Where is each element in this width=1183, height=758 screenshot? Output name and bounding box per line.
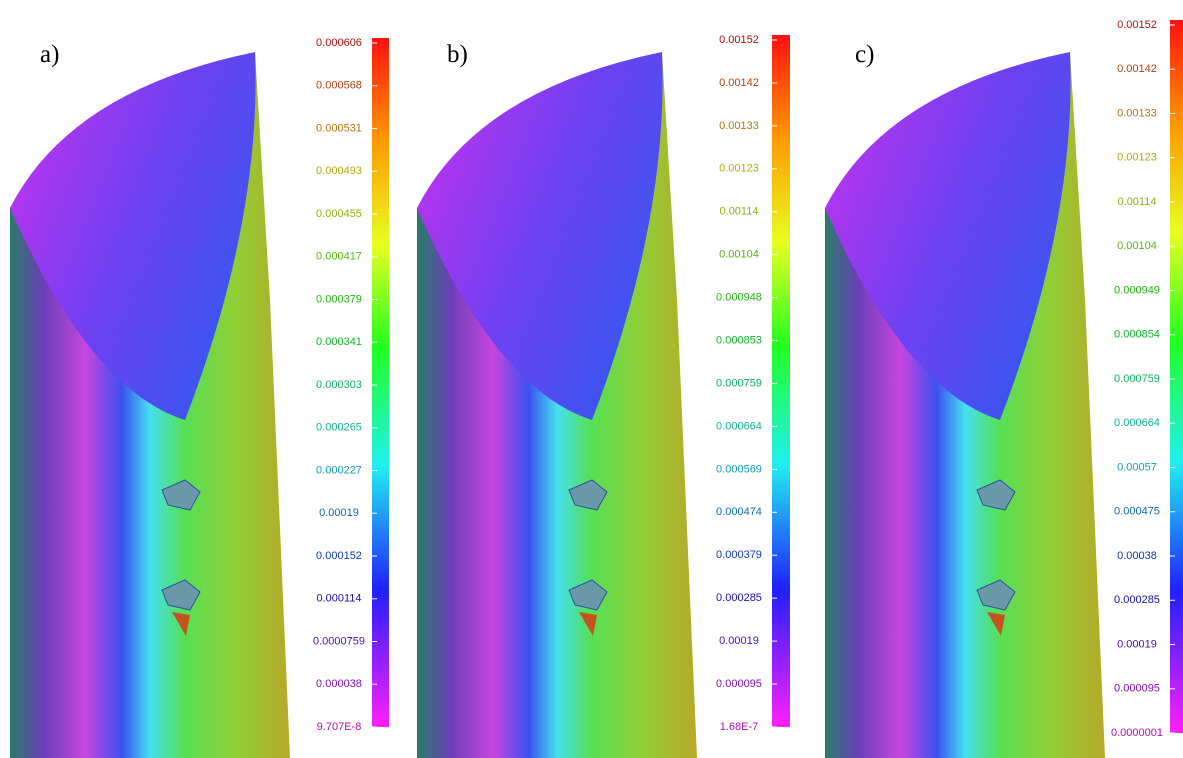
scale-label: 9.707E-8 (317, 721, 362, 733)
panel-label: c) (855, 41, 874, 68)
color-bar (1170, 20, 1183, 733)
panel: c) (825, 41, 1105, 758)
scale-label: 0.000493 (316, 165, 362, 177)
scale-label: 0.00057 (1117, 461, 1157, 473)
scale-label: 0.000948 (716, 292, 762, 304)
scale-label: 0.00123 (1117, 152, 1157, 164)
scale-label: 0.000285 (1114, 594, 1160, 606)
scale-label: 0.00019 (719, 635, 759, 647)
scale-label: 0.000568 (316, 80, 362, 92)
panel-label: a) (40, 41, 59, 68)
scale-label: 0.000531 (316, 122, 362, 134)
scale-label: 0.000759 (716, 377, 762, 389)
scale-label: 0.00114 (1118, 196, 1157, 208)
scale-label: 0.000341 (316, 336, 362, 348)
scale-label: 0.000664 (716, 420, 762, 432)
scale-label: 0.000664 (1114, 417, 1160, 429)
scale-label: 0.00019 (1117, 638, 1157, 650)
panel: a) (10, 41, 290, 758)
scale-label: 0.0000001 (1111, 727, 1163, 739)
scale-label: 0.00133 (1117, 107, 1157, 119)
scale-label: 0.000759 (1114, 373, 1160, 385)
scale-label: 0.000152 (316, 550, 362, 562)
scale-label: 0.000455 (316, 208, 362, 220)
scale-label: 0.00114 (720, 206, 759, 218)
scale-label: 0.000038 (316, 678, 362, 690)
scale-label: 0.000569 (716, 463, 762, 475)
scale-label: 0.000303 (316, 379, 362, 391)
scale-label: 0.000474 (716, 506, 762, 518)
scale-label: 0.00152 (1117, 19, 1157, 31)
scale-label: 0.00142 (719, 77, 759, 89)
scale-label: 0.000265 (316, 422, 362, 434)
scale-label: 0.000853 (716, 334, 762, 346)
scale-label: 0.00152 (719, 34, 759, 46)
figure: a) 0.000606 0.000568 0.000531 0.000493 0.0004… (0, 0, 1183, 758)
scale-label: 0.00019 (319, 507, 359, 519)
scale-label: 0.000949 (1114, 284, 1160, 296)
scale-label: 0.0000759 (313, 635, 365, 647)
scale-label: 0.00104 (719, 249, 759, 261)
color-bar (372, 38, 389, 727)
scale-label: 0.000379 (716, 549, 762, 561)
scale-label: 0.000854 (1114, 329, 1160, 341)
scale-label: 0.000606 (316, 37, 362, 49)
scale-label: 0.000417 (316, 251, 362, 263)
color-bar (772, 35, 790, 727)
scale-label: 0.00133 (719, 120, 759, 132)
scale-label: 1.68E-7 (720, 721, 759, 733)
scale-label: 0.00142 (1117, 63, 1157, 75)
scale-label: 0.000095 (1114, 683, 1160, 695)
panel-label: b) (447, 41, 468, 68)
scale-label: 0.00104 (1117, 240, 1157, 252)
scale-label: 0.00038 (1117, 550, 1157, 562)
scale-label: 0.000114 (316, 593, 361, 605)
panel: b) (417, 41, 697, 758)
scale-label: 0.000475 (1114, 506, 1160, 518)
scale-label: 0.000095 (716, 678, 762, 690)
scale-label: 0.00123 (719, 163, 759, 175)
scale-label: 0.000379 (316, 293, 362, 305)
scale-label: 0.000285 (716, 592, 762, 604)
scale-label: 0.000227 (316, 464, 362, 476)
